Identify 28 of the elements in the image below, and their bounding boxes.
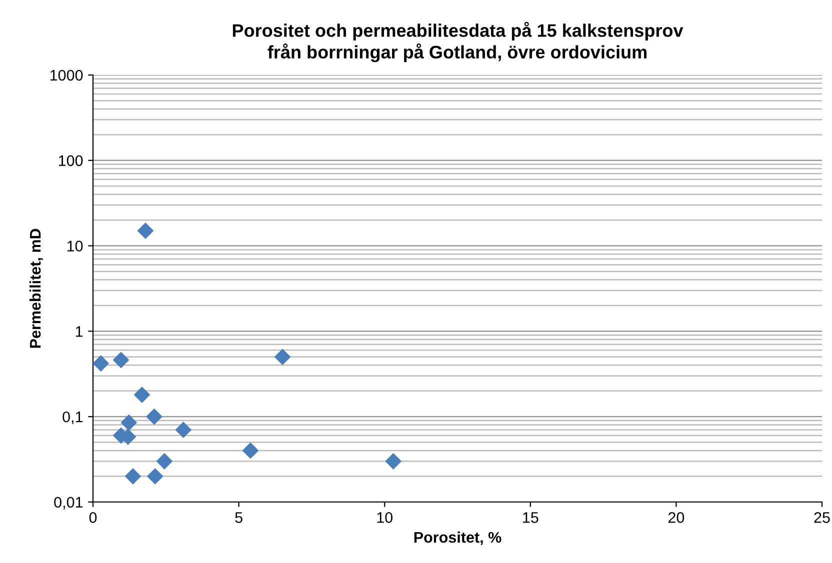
point: [175, 422, 192, 438]
y-tick-label: 1000: [50, 70, 83, 81]
y-axis-title: Permebilitet, mD: [29, 228, 43, 348]
point: [112, 352, 130, 368]
x-tick-label: 5: [235, 512, 242, 523]
point: [146, 468, 164, 485]
y-tick-label: 10: [67, 240, 83, 252]
point: [242, 442, 259, 459]
x-axis-title: Porositet, %: [414, 532, 502, 545]
chart-title: Porositet och permeabilitesdata på 15 kalkstensprov från borrningar på Gotland, övre ordovicium: [232, 22, 684, 62]
y-tick-label: 1: [76, 326, 83, 337]
x-tick-label: 0: [89, 512, 97, 523]
point: [134, 386, 150, 404]
x-tick-label: 25: [814, 512, 830, 523]
point: [156, 453, 173, 470]
x-tick-label: 15: [523, 512, 538, 523]
point: [137, 222, 154, 239]
y-tick-label: 100: [58, 155, 83, 166]
x-tick-label: 10: [377, 512, 392, 523]
point: [93, 355, 110, 372]
y-tick-label: 0,1: [62, 411, 83, 424]
point: [274, 348, 291, 366]
point: [120, 414, 138, 431]
point: [385, 453, 402, 470]
point: [146, 408, 162, 425]
y-tick-label: 0,01: [54, 496, 83, 510]
point: [124, 468, 142, 485]
x-tick-label: 20: [668, 512, 684, 523]
